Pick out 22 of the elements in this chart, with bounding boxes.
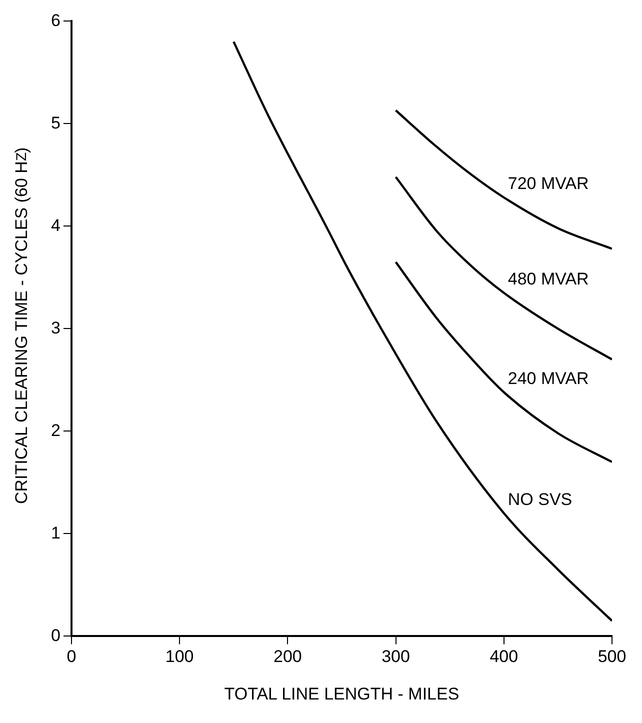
x-axis-title: TOTAL LINE LENGTH - MILES (224, 684, 460, 704)
series-label: 720 MVAR (508, 174, 589, 194)
series-label: 480 MVAR (508, 270, 589, 289)
x-tick-label: 400 (490, 647, 518, 666)
y-tick-label: 6 (50, 10, 60, 30)
series-label: NO SVS (508, 490, 572, 509)
y-tick-label: 5 (50, 113, 60, 132)
y-tick-label: 3 (50, 318, 60, 338)
x-tick-label: 100 (165, 647, 194, 666)
y-tick-label: 4 (50, 216, 60, 235)
y-tick-label: 0 (50, 626, 60, 645)
y-tick-label: 2 (50, 420, 60, 440)
line-series (232, 40, 612, 622)
y-tick-label: 1 (50, 523, 60, 542)
line-series (394, 260, 612, 464)
x-tick-label: 300 (382, 647, 410, 666)
x-tick-label: 500 (598, 647, 626, 666)
line-series (394, 176, 612, 361)
x-tick-label: 0 (66, 647, 76, 666)
series-label: 240 MVAR (508, 368, 589, 388)
line-series (394, 109, 612, 250)
x-tick-label: 200 (273, 647, 302, 666)
